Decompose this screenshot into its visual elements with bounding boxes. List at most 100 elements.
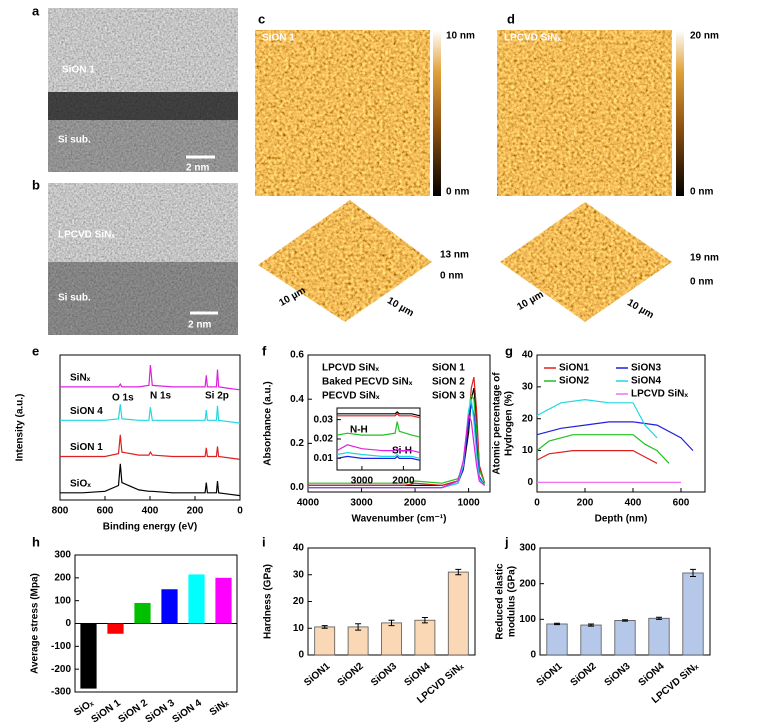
x-axis-label: Binding energy (eV) — [103, 522, 197, 533]
axis-label: 10 µm — [515, 289, 545, 313]
series-line — [60, 365, 241, 391]
bar — [546, 623, 568, 656]
x-tick-label: SiON3 — [369, 661, 399, 689]
x-tick-label: SiON4 — [637, 661, 667, 689]
series-line — [60, 404, 241, 424]
y-axis-label: Atomic percentage of — [492, 372, 503, 475]
plot-frame — [536, 354, 706, 493]
x-axis-label: Wavenumber (cm⁻¹) — [352, 514, 447, 525]
series-line — [337, 412, 421, 419]
error-bar — [622, 619, 628, 622]
y-axis-label: Average stress (Mpa) — [30, 573, 41, 674]
series-line — [336, 451, 421, 459]
z-label: 19 nm — [690, 253, 719, 264]
legend-label: SiON4 — [631, 376, 661, 387]
panel-letter: a — [32, 3, 40, 18]
legend-label: SiON 1 — [432, 363, 465, 374]
series-label: SiON 1 — [70, 442, 103, 453]
panel-letter: g — [505, 343, 513, 358]
bar — [161, 589, 178, 624]
x-tick-label: 3000 — [350, 498, 373, 509]
image-label: LPCVD SiNₓ — [504, 33, 561, 44]
panel-letter: b — [32, 177, 40, 192]
axis-label: 10 µm — [277, 285, 307, 309]
x-tick-label: 3000 — [351, 476, 374, 487]
y-axis-label: Reduced elastic — [495, 563, 506, 640]
axis-label: 10 µm — [625, 297, 655, 321]
legend-label: Baked PECVD SiNₓ — [322, 377, 413, 388]
y-tick-label: 300 — [519, 543, 536, 554]
series-line — [336, 444, 421, 454]
panel-letter: j — [504, 534, 509, 549]
axis-label: 10 µm — [385, 295, 415, 319]
y-tick-label: 0.01 — [314, 453, 334, 464]
x-tick-label: 200 — [187, 506, 204, 517]
x-tick-label: 2000 — [392, 476, 415, 487]
error-bar — [588, 623, 594, 627]
tem-image — [48, 8, 238, 172]
colorbar-label: 0 nm — [446, 187, 469, 198]
interface-band — [48, 92, 238, 120]
image-label: SiON 1 — [262, 33, 295, 44]
series-line — [536, 398, 658, 439]
scale-label: 2 nm — [186, 163, 209, 174]
colorbar — [676, 30, 684, 196]
y-tick-label: 10 — [293, 623, 305, 634]
error-bar — [554, 622, 560, 626]
colorbar — [433, 30, 441, 196]
y-axis-label: Absorbance (a.u.) — [263, 381, 274, 465]
bar — [580, 624, 602, 656]
y-tick-label: 10 — [522, 445, 534, 456]
y-tick-label: 40 — [293, 543, 305, 554]
error-bar — [455, 568, 462, 576]
bar — [107, 623, 124, 634]
colorbar-label: 20 nm — [690, 31, 719, 42]
series-line — [60, 434, 241, 460]
y-tick-label: -200 — [51, 664, 71, 675]
substrate-shade — [48, 262, 238, 335]
image-label: Si sub. — [58, 293, 91, 304]
y-tick-label: 0.02 — [314, 434, 334, 445]
panel-letter: e — [32, 343, 39, 358]
image-label: Si sub. — [58, 135, 91, 146]
substrate-shade — [48, 120, 238, 172]
x-tick-label: 400 — [142, 506, 159, 517]
legend-label: SiON3 — [631, 363, 661, 374]
z-label: 0 nm — [690, 277, 713, 288]
y-tick-label: 20 — [293, 596, 305, 607]
x-tick-label: SiON2 — [569, 661, 599, 689]
x-tick-label: 800 — [52, 506, 69, 517]
y-axis-label: Intensity (a.u.) — [15, 394, 26, 462]
annotation: O 1s — [112, 393, 134, 404]
x-tick-label: SiON2 — [336, 661, 366, 689]
bar — [347, 626, 369, 656]
bar — [447, 571, 469, 656]
y-axis-label: Hardness (GPa) — [263, 564, 274, 639]
legend-label: SiON2 — [559, 376, 589, 387]
bar — [80, 623, 97, 689]
bar — [134, 602, 151, 624]
y-tick-label: 100 — [519, 614, 536, 625]
series-line — [536, 434, 670, 464]
error-bar — [388, 619, 395, 627]
bar — [648, 617, 670, 656]
legend-label: SiON 3 — [432, 391, 465, 402]
x-tick-label: SiNₓ — [208, 697, 231, 718]
series-line — [308, 414, 485, 489]
x-tick-label: SiON1 — [535, 661, 565, 689]
y-tick-label: 200 — [54, 572, 71, 583]
series-line — [337, 411, 421, 417]
y-tick-label: -100 — [51, 641, 71, 652]
error-bar — [321, 625, 328, 629]
y-axis-label: Hydrogen (%) — [504, 391, 515, 456]
y-tick-label: 100 — [54, 595, 71, 606]
y-tick-label: 0.0 — [290, 482, 304, 493]
error-bar — [421, 617, 428, 624]
legend-label: LPCVD SiNₓ — [322, 363, 379, 374]
panel-letter: i — [262, 534, 266, 549]
bar — [614, 620, 636, 656]
bar — [188, 574, 205, 624]
panel-letter: c — [258, 11, 265, 26]
y-tick-label: 0.03 — [314, 414, 334, 425]
